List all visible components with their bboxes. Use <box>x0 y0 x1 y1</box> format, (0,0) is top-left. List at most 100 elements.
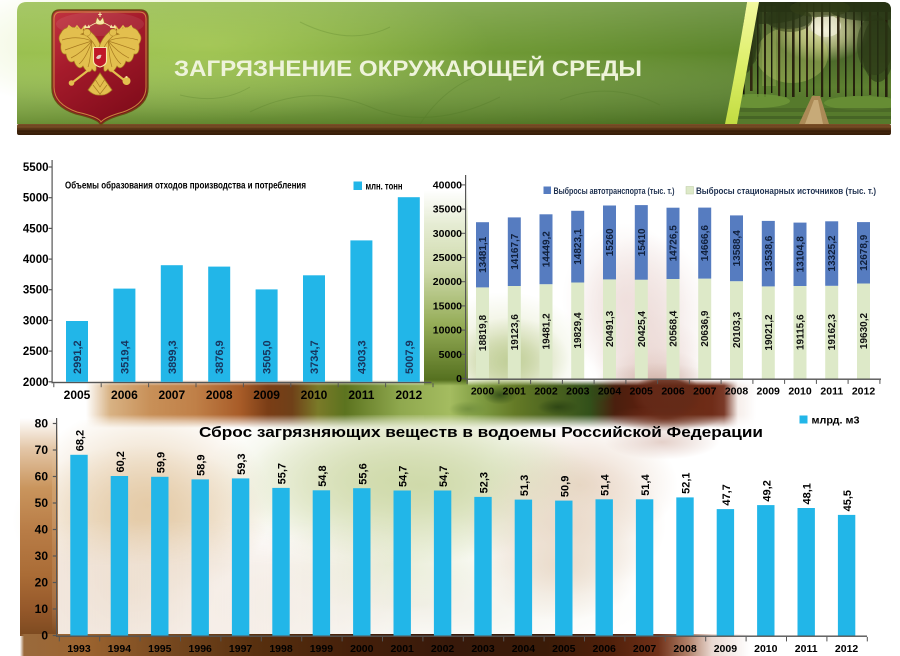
svg-text:12678,9: 12678,9 <box>859 234 870 271</box>
svg-text:54,8: 54,8 <box>317 465 329 486</box>
svg-text:14666,6: 14666,6 <box>700 225 711 262</box>
svg-text:1998: 1998 <box>269 643 293 655</box>
svg-text:1996: 1996 <box>189 643 213 655</box>
svg-text:ЗАГРЯЗНЕНИЕ ОКРУЖАЮЩЕЙ СРЕДЫ: ЗАГРЯЗНЕНИЕ ОКРУЖАЮЩЕЙ СРЕДЫ <box>174 56 642 81</box>
svg-text:20491,3: 20491,3 <box>605 310 616 347</box>
svg-text:5500: 5500 <box>23 162 49 174</box>
svg-text:60: 60 <box>35 470 49 484</box>
svg-text:2011: 2011 <box>820 386 843 398</box>
svg-text:2006: 2006 <box>661 386 685 398</box>
svg-text:51,3: 51,3 <box>519 475 531 496</box>
svg-text:2009: 2009 <box>253 388 280 402</box>
svg-text:2010: 2010 <box>301 388 328 402</box>
svg-text:5000: 5000 <box>439 349 463 361</box>
svg-text:2008: 2008 <box>673 643 697 655</box>
svg-text:3519,4: 3519,4 <box>119 339 131 374</box>
svg-text:3899,3: 3899,3 <box>167 340 179 374</box>
svg-text:52,3: 52,3 <box>479 472 491 493</box>
svg-text:19630,2: 19630,2 <box>859 312 870 349</box>
svg-text:18819,8: 18819,8 <box>478 314 489 351</box>
svg-text:3876,9: 3876,9 <box>214 340 226 374</box>
svg-text:14823,1: 14823,1 <box>573 228 584 265</box>
svg-text:2010: 2010 <box>754 643 778 655</box>
svg-text:13588,4: 13588,4 <box>732 230 743 267</box>
svg-text:2012: 2012 <box>395 388 422 402</box>
svg-text:2001: 2001 <box>391 643 415 655</box>
svg-text:20568,4: 20568,4 <box>669 310 680 347</box>
svg-text:58,9: 58,9 <box>196 454 208 475</box>
svg-text:млн. тонн: млн. тонн <box>366 181 403 193</box>
svg-text:20636,9: 20636,9 <box>700 310 711 347</box>
svg-text:15260: 15260 <box>605 228 616 256</box>
svg-text:59,3: 59,3 <box>236 453 248 474</box>
svg-text:13325,2: 13325,2 <box>827 235 838 272</box>
svg-text:4500: 4500 <box>23 223 49 235</box>
svg-text:2004: 2004 <box>598 386 622 398</box>
svg-text:19123,6: 19123,6 <box>510 314 521 351</box>
svg-text:0: 0 <box>41 629 48 643</box>
svg-text:2008: 2008 <box>725 386 749 398</box>
svg-text:10: 10 <box>35 602 49 616</box>
svg-text:20103,3: 20103,3 <box>732 311 743 348</box>
svg-text:54,7: 54,7 <box>398 466 410 487</box>
svg-text:3500: 3500 <box>23 285 49 297</box>
svg-text:1993: 1993 <box>67 643 91 655</box>
svg-text:80: 80 <box>35 417 49 431</box>
svg-text:52,1: 52,1 <box>681 472 693 493</box>
svg-text:50: 50 <box>35 496 49 510</box>
svg-text:68,2: 68,2 <box>75 430 87 451</box>
svg-text:2000: 2000 <box>350 643 374 655</box>
svg-text:млрд. м3: млрд. м3 <box>812 415 860 427</box>
svg-text:3734,7: 3734,7 <box>309 340 321 374</box>
svg-text:40: 40 <box>35 523 49 537</box>
svg-text:2007: 2007 <box>158 388 185 402</box>
svg-text:40000: 40000 <box>433 179 462 191</box>
svg-text:20425,4: 20425,4 <box>637 311 648 348</box>
svg-text:51,4: 51,4 <box>600 474 612 496</box>
svg-text:5000: 5000 <box>23 193 49 205</box>
svg-text:59,9: 59,9 <box>155 452 167 473</box>
svg-text:2001: 2001 <box>503 386 527 398</box>
svg-text:55,6: 55,6 <box>357 463 369 484</box>
svg-text:2003: 2003 <box>471 643 495 655</box>
svg-text:48,1: 48,1 <box>802 483 814 504</box>
svg-text:Объемы образования отходов про: Объемы образования отходов производства … <box>65 180 306 192</box>
svg-text:2006: 2006 <box>111 388 138 402</box>
svg-text:1995: 1995 <box>148 643 172 655</box>
svg-text:25000: 25000 <box>433 252 462 264</box>
svg-text:2991,2: 2991,2 <box>72 340 84 374</box>
svg-text:1999: 1999 <box>310 643 334 655</box>
svg-text:2009: 2009 <box>714 643 738 655</box>
svg-text:2011: 2011 <box>795 643 818 655</box>
svg-text:15410: 15410 <box>637 228 648 256</box>
svg-text:45,5: 45,5 <box>842 490 854 511</box>
svg-text:35000: 35000 <box>433 204 462 216</box>
svg-text:3505,0: 3505,0 <box>262 340 274 374</box>
svg-text:20000: 20000 <box>433 276 462 288</box>
svg-text:0: 0 <box>456 373 462 385</box>
svg-text:5007,9: 5007,9 <box>404 340 416 374</box>
svg-text:19115,6: 19115,6 <box>796 314 807 350</box>
svg-text:19162,3: 19162,3 <box>827 314 838 351</box>
svg-text:51,4: 51,4 <box>640 474 652 496</box>
svg-text:2003: 2003 <box>566 386 590 398</box>
svg-text:20: 20 <box>35 576 49 590</box>
svg-text:55,7: 55,7 <box>277 463 289 484</box>
svg-text:19481,2: 19481,2 <box>542 313 553 350</box>
svg-text:14726,5: 14726,5 <box>669 225 680 262</box>
svg-text:2011: 2011 <box>348 388 374 402</box>
svg-text:2007: 2007 <box>633 643 657 655</box>
svg-text:13538,6: 13538,6 <box>764 235 775 272</box>
svg-text:19829,4: 19829,4 <box>573 312 584 349</box>
svg-text:2500: 2500 <box>23 346 49 358</box>
svg-text:2012: 2012 <box>835 643 859 655</box>
svg-text:2002: 2002 <box>534 386 558 398</box>
svg-text:2009: 2009 <box>757 386 781 398</box>
svg-text:47,7: 47,7 <box>721 484 733 505</box>
svg-text:4303,3: 4303,3 <box>356 340 368 374</box>
svg-text:2008: 2008 <box>206 388 233 402</box>
svg-text:2006: 2006 <box>593 643 617 655</box>
svg-text:2000: 2000 <box>23 377 49 389</box>
svg-text:19021,2: 19021,2 <box>764 314 775 351</box>
svg-text:2012: 2012 <box>852 386 876 398</box>
